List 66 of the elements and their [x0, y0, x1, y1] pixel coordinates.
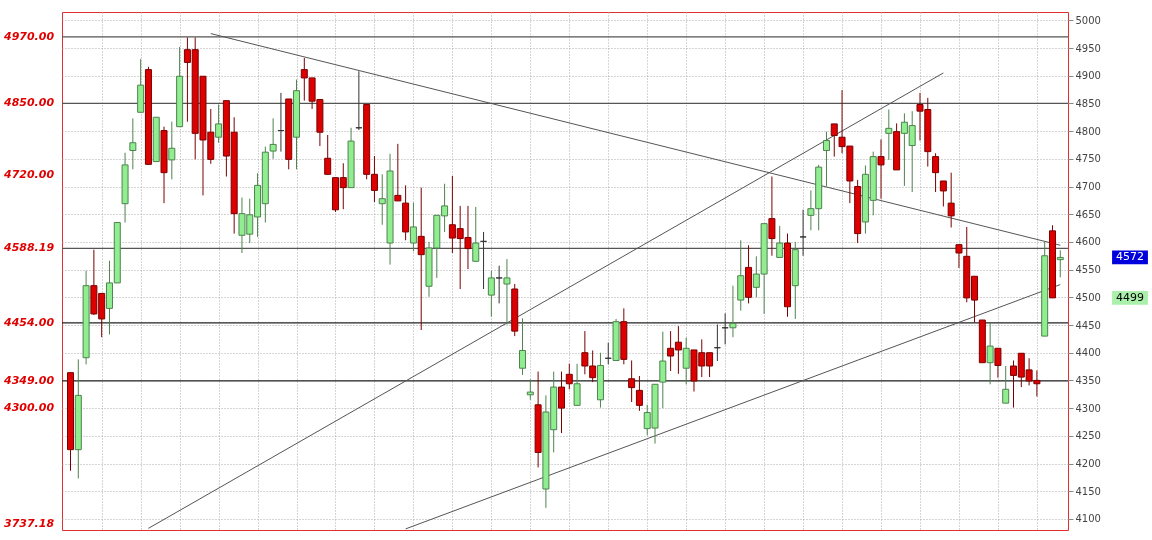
y-tick-label: 4400: [1075, 347, 1101, 359]
candlestick: [947, 172, 955, 229]
candlestick: [129, 117, 137, 170]
candlestick: [994, 347, 1002, 379]
candlestick: [417, 187, 425, 331]
candlestick: [877, 138, 885, 200]
y-tick-label: 4100: [1075, 513, 1101, 525]
y-tick-label: 4750: [1075, 153, 1101, 165]
text: 4499: [1116, 290, 1144, 304]
candlestick: [557, 371, 565, 434]
y-tick-label: 4200: [1075, 458, 1101, 470]
candlestick: [682, 337, 690, 385]
candlestick: [776, 225, 784, 258]
candlestick: [729, 285, 737, 338]
candlestick: [986, 322, 994, 385]
text: 3737.18: [4, 517, 55, 530]
candlestick: [628, 359, 636, 403]
candlestick: [565, 363, 573, 390]
candlestick: [394, 143, 402, 202]
candlestick: [635, 375, 643, 412]
y-tick-label: 4600: [1075, 236, 1101, 248]
candlestick: [659, 331, 667, 409]
ref-line-label: 4970.00: [3, 29, 55, 43]
y-tick-label: 4650: [1075, 208, 1101, 220]
y-tick-label: 4500: [1075, 291, 1101, 303]
text: 4300.00: [3, 401, 55, 415]
candlestick: [822, 131, 830, 188]
y-tick-label: 4150: [1075, 485, 1101, 497]
candlestick: [409, 202, 417, 252]
y-tick-label: 4300: [1075, 402, 1101, 414]
y-tick-label: 5000: [1075, 14, 1101, 26]
y-tick-label: 4800: [1075, 125, 1101, 137]
candlestick: [799, 209, 807, 257]
y-tick-label: 4250: [1075, 430, 1101, 442]
y-tick-label: 4900: [1075, 70, 1101, 82]
candlestick: [885, 109, 893, 161]
y-tick-label: 4850: [1075, 97, 1101, 109]
y-tick-label: 4450: [1075, 319, 1101, 331]
text: 4572: [1116, 250, 1144, 264]
candlestick: [269, 117, 277, 160]
candlestick: [495, 265, 503, 304]
ref-line-label: 4850.00: [3, 96, 55, 110]
candlestick: [1002, 365, 1010, 404]
candlestick: [939, 180, 947, 207]
ref-line-label: 4349.00: [3, 373, 55, 387]
candlestick: [932, 152, 940, 193]
candlestick: [519, 317, 527, 376]
candlestick: [487, 270, 495, 318]
candlestick: [324, 134, 332, 175]
candlestick: [472, 206, 480, 262]
ref-line-label: 4588.19: [3, 241, 55, 255]
candlestick: [215, 104, 223, 144]
candlestick: [503, 258, 511, 325]
text: 4720.00: [3, 168, 55, 182]
ref-line-label: 4454.00: [3, 315, 55, 329]
candlestick: [526, 378, 534, 401]
y-tick-label: 4550: [1075, 264, 1101, 276]
candlestick: [768, 176, 776, 257]
candlestick: [168, 121, 176, 180]
candlestick: [573, 363, 581, 406]
y-tick-label: 4950: [1075, 42, 1101, 54]
candlestick: [955, 244, 963, 269]
y-tick-label: 4350: [1075, 374, 1101, 386]
y-tick-label: 4700: [1075, 181, 1101, 193]
candlestick: [830, 123, 838, 158]
candlestick: [1056, 249, 1064, 278]
